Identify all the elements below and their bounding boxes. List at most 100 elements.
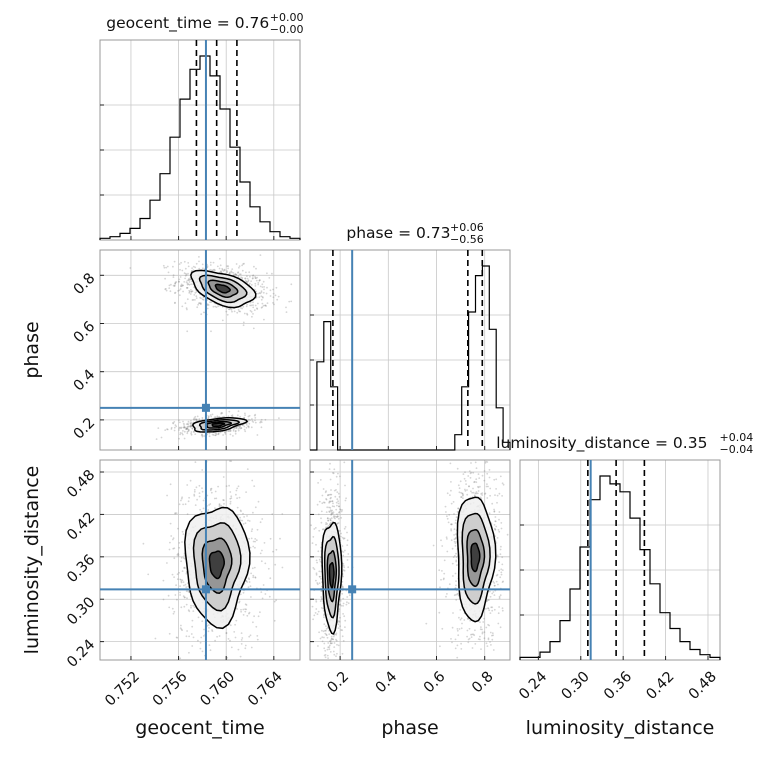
sample-point bbox=[484, 492, 487, 495]
sample-point bbox=[468, 485, 470, 488]
sample-point bbox=[450, 502, 453, 505]
sample-point bbox=[333, 505, 336, 508]
sample-point bbox=[190, 432, 193, 435]
sample-point bbox=[185, 287, 188, 289]
sample-point bbox=[260, 421, 263, 424]
sample-point bbox=[190, 290, 193, 293]
sample-point bbox=[169, 290, 172, 293]
sample-point bbox=[475, 467, 478, 470]
sample-point bbox=[457, 484, 460, 487]
sample-point bbox=[177, 553, 180, 556]
sample-point bbox=[180, 283, 183, 286]
sample-point bbox=[456, 644, 459, 647]
sample-point bbox=[182, 422, 185, 425]
sample-point bbox=[318, 570, 321, 573]
sample-point bbox=[335, 516, 338, 518]
sample-point bbox=[259, 611, 261, 614]
sample-point bbox=[446, 593, 448, 595]
sample-point bbox=[234, 636, 237, 639]
sample-point bbox=[216, 635, 219, 638]
sample-point bbox=[188, 283, 191, 286]
sample-point bbox=[178, 421, 181, 424]
sample-point bbox=[257, 292, 259, 295]
sample-point bbox=[264, 304, 267, 307]
sample-point bbox=[254, 304, 257, 307]
sample-point bbox=[488, 469, 491, 471]
sample-point bbox=[243, 416, 246, 419]
sample-point bbox=[197, 639, 199, 642]
title-minus: −0.00 bbox=[270, 23, 304, 36]
sample-point bbox=[346, 531, 348, 534]
sample-point bbox=[179, 433, 182, 436]
sample-point bbox=[269, 289, 272, 292]
sample-point bbox=[172, 422, 175, 425]
sample-point bbox=[180, 285, 182, 288]
sample-point bbox=[487, 599, 489, 601]
sample-point bbox=[190, 419, 192, 422]
sample-point bbox=[285, 311, 288, 313]
sample-point bbox=[238, 310, 241, 313]
sample-point bbox=[482, 621, 485, 623]
sample-point bbox=[484, 462, 487, 464]
sample-point bbox=[485, 600, 488, 603]
sample-point bbox=[273, 303, 275, 306]
sample-point bbox=[261, 518, 264, 520]
sample-point bbox=[456, 467, 459, 470]
sample-point bbox=[448, 514, 451, 516]
sample-point bbox=[180, 606, 183, 609]
sample-point bbox=[464, 488, 466, 491]
sample-point bbox=[336, 513, 338, 516]
sample-point bbox=[181, 541, 183, 543]
sample-point bbox=[246, 312, 248, 315]
sample-point bbox=[488, 609, 491, 612]
sample-point bbox=[245, 280, 248, 283]
sample-point bbox=[260, 418, 263, 421]
sample-point bbox=[218, 504, 221, 506]
sample-point bbox=[488, 512, 491, 515]
sample-point bbox=[180, 499, 182, 502]
sample-point bbox=[210, 487, 213, 490]
sample-point bbox=[329, 478, 332, 481]
sample-point bbox=[333, 653, 336, 656]
sample-point bbox=[180, 624, 182, 627]
sample-point bbox=[330, 635, 333, 638]
sample-point bbox=[461, 492, 464, 495]
sample-point bbox=[172, 422, 174, 424]
sample-point bbox=[312, 567, 315, 569]
sample-point bbox=[209, 649, 212, 652]
sample-point bbox=[237, 274, 240, 277]
sample-point bbox=[497, 622, 500, 625]
sample-point bbox=[218, 505, 221, 508]
sample-point bbox=[258, 296, 261, 299]
sample-point bbox=[325, 523, 327, 526]
sample-point bbox=[261, 597, 264, 600]
sample-point bbox=[243, 425, 246, 428]
sample-point bbox=[464, 471, 466, 474]
sample-point bbox=[470, 633, 472, 636]
sample-point bbox=[337, 502, 340, 505]
sample-point bbox=[179, 594, 182, 596]
sample-point bbox=[196, 498, 199, 501]
sample-point bbox=[173, 610, 176, 613]
sample-point bbox=[176, 598, 178, 601]
sample-point bbox=[199, 302, 202, 305]
sample-point bbox=[245, 271, 247, 274]
sample-point bbox=[336, 515, 339, 518]
sample-point bbox=[450, 638, 452, 640]
sample-point bbox=[239, 310, 242, 313]
sample-point bbox=[262, 280, 265, 283]
sample-point bbox=[185, 274, 188, 276]
sample-point bbox=[192, 265, 195, 268]
sample-point bbox=[262, 584, 265, 586]
sample-point bbox=[227, 415, 230, 418]
sample-point bbox=[220, 411, 223, 414]
sample-point bbox=[234, 429, 237, 432]
sample-point bbox=[222, 476, 225, 478]
sample-point bbox=[343, 527, 346, 530]
sample-point bbox=[330, 513, 332, 516]
sample-point bbox=[319, 479, 322, 481]
sample-point bbox=[252, 621, 254, 624]
sample-point bbox=[317, 513, 320, 516]
sample-point bbox=[320, 596, 323, 598]
